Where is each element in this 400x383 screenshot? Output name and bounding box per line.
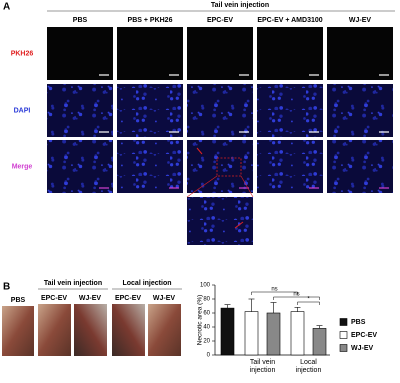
y-tick-label: 20: [203, 339, 210, 345]
photo-label: EPC-EV: [41, 295, 67, 302]
group-label: Tail vein injection: [44, 280, 102, 287]
significance-label: ns: [293, 292, 299, 298]
significance-bracket: [297, 301, 320, 305]
y-tick-label: 80: [203, 297, 210, 303]
bar: [290, 311, 305, 356]
significance-label: ns: [271, 287, 277, 293]
y-tick-label: 0: [207, 353, 211, 359]
y-tick-label: 40: [203, 325, 210, 331]
micrograph: [327, 140, 393, 193]
x-tick-label: Tail vein injection: [249, 359, 276, 374]
column-header: EPC-EV: [207, 17, 233, 24]
significance-label: *: [307, 297, 310, 303]
header: Tail vein injection: [211, 2, 269, 9]
bar: [266, 312, 281, 356]
zoom-line: [240, 175, 254, 198]
photo: [74, 304, 107, 356]
legend-swatch: [339, 344, 348, 352]
micrograph: [187, 140, 253, 193]
y-tick-label: 60: [203, 311, 210, 317]
x-tick-label: Local injection: [295, 359, 322, 374]
legend-swatch: [339, 331, 348, 339]
legend-swatch: [339, 318, 348, 326]
bar: [312, 328, 327, 356]
micrograph: [327, 27, 393, 80]
micrograph: [257, 27, 323, 80]
y-tick-label: 100: [200, 283, 211, 289]
micrograph: [47, 27, 113, 80]
micrograph: [117, 140, 183, 193]
micrograph: [117, 84, 183, 137]
zoom-box: [216, 157, 242, 177]
bar: [220, 307, 235, 356]
micrograph: [257, 84, 323, 137]
bar: [244, 311, 259, 356]
micrograph: [47, 84, 113, 137]
column-header: WJ-EV: [349, 17, 372, 24]
micrograph: [327, 84, 393, 137]
group-label: Local injection: [122, 280, 171, 287]
y-axis-title: Necrotic area (%): [197, 295, 204, 346]
arrow: [234, 221, 244, 229]
photo: [2, 306, 34, 356]
legend-label: EPC-EV: [351, 332, 377, 339]
arrow: [196, 147, 203, 155]
row-label: DAPI: [14, 107, 31, 114]
row-label: Merge: [12, 163, 33, 170]
micrograph: [47, 140, 113, 193]
column-header: PBS + PKH26: [128, 17, 173, 24]
panel-label: A: [3, 2, 10, 13]
zoom-inset: [187, 197, 253, 245]
column-header: PBS: [73, 17, 88, 24]
panel-label: B: [3, 282, 10, 293]
row-label: PKH26: [11, 50, 34, 57]
micrograph: [187, 27, 253, 80]
photo: [38, 304, 71, 356]
photo: [148, 304, 181, 356]
micrograph: [187, 84, 253, 137]
significance-bracket: [273, 296, 320, 300]
significance-bracket: [251, 291, 298, 295]
micrograph: [117, 27, 183, 80]
photo: [112, 304, 145, 356]
photo-label: WJ-EV: [79, 295, 102, 302]
zoom-line: [186, 175, 218, 198]
column-header: EPC-EV + AMD3100: [257, 17, 322, 24]
legend-label: PBS: [351, 319, 366, 326]
photo-label: WJ-EV: [153, 295, 176, 302]
micrograph: [257, 140, 323, 193]
photo-label: EPC-EV: [115, 295, 141, 302]
photo-label: PBS: [11, 297, 26, 304]
legend-label: WJ-EV: [351, 345, 374, 352]
